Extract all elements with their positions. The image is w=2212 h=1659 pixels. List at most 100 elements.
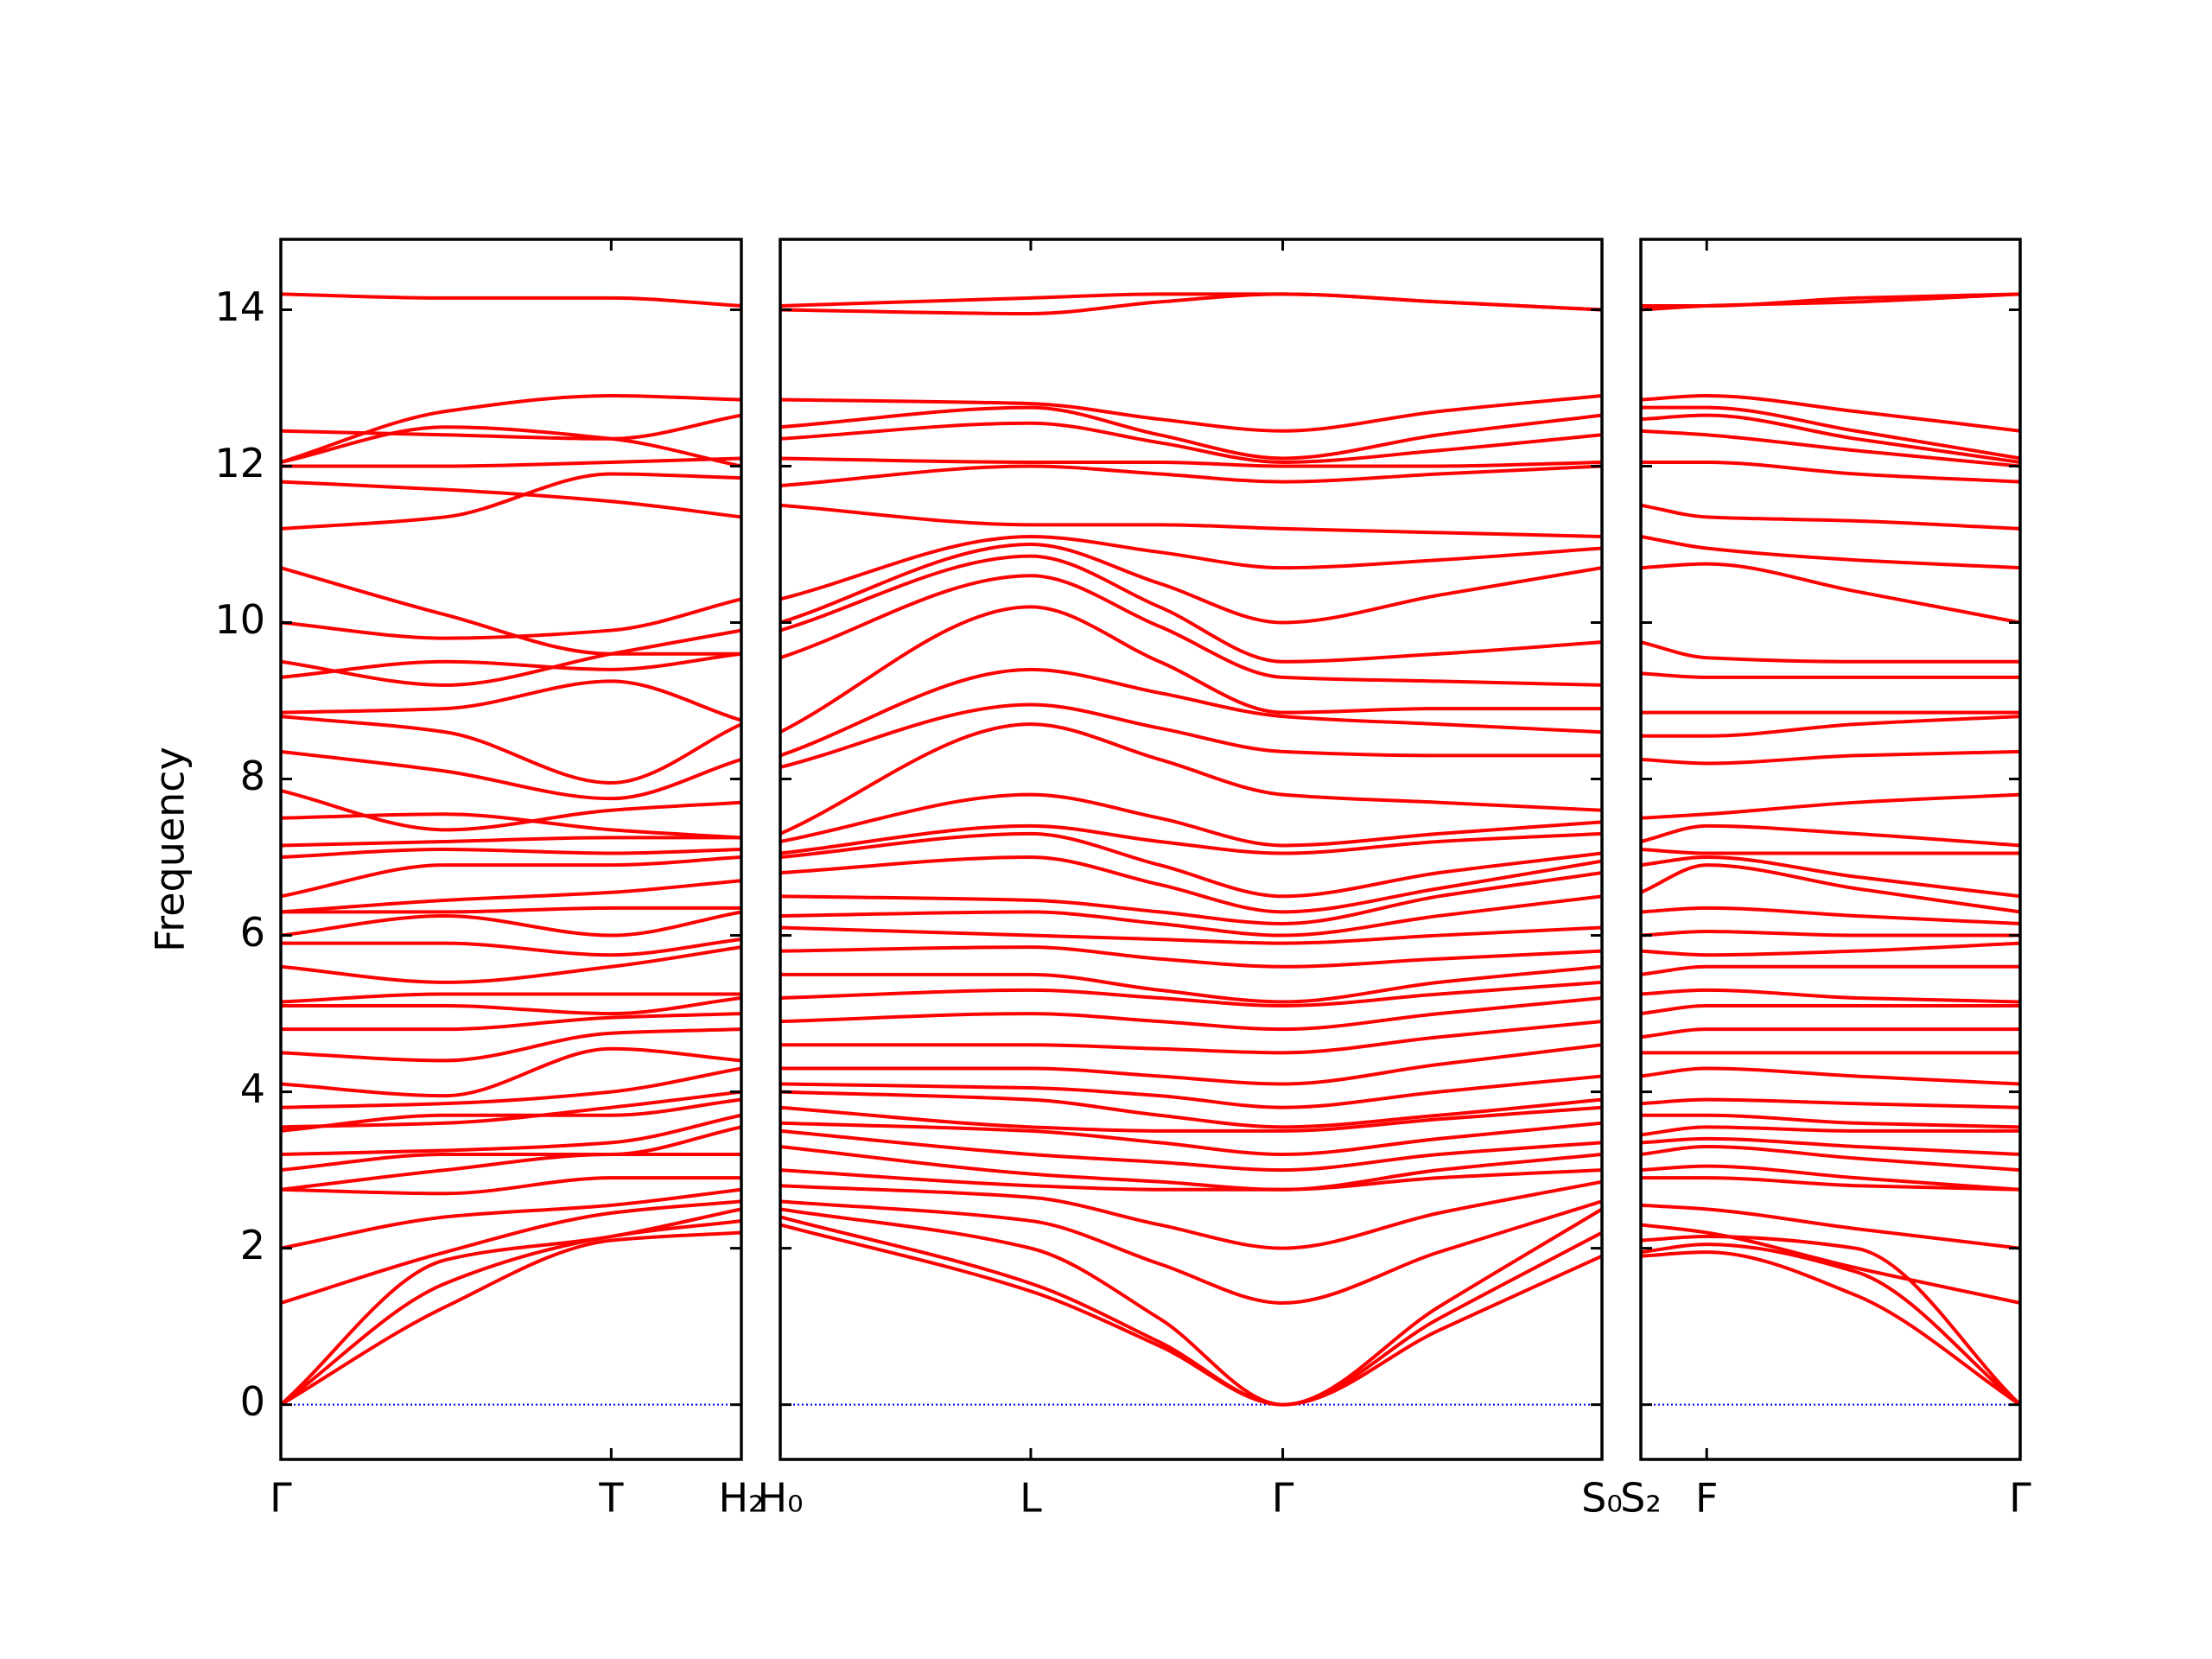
y-tick-label: 14 (214, 283, 265, 330)
x-tick-label: L (1020, 1475, 1042, 1522)
band-line (281, 715, 741, 785)
band-line (780, 1090, 1602, 1129)
band-line (780, 1128, 1602, 1173)
x-tick-label: Γ (2009, 1475, 2031, 1522)
band-line (1641, 792, 2020, 820)
band-line (281, 679, 741, 722)
band-line (1641, 1066, 2020, 1086)
band-line (1641, 848, 2020, 855)
band-line (281, 413, 741, 441)
band-line (780, 464, 1602, 488)
x-tick-label: H₀ (757, 1475, 803, 1522)
y-tick-label: 2 (240, 1222, 265, 1268)
band-line (1641, 413, 2020, 464)
band-line (780, 722, 1602, 836)
band-line (1641, 292, 2020, 308)
band-line (281, 879, 741, 914)
band-line (780, 1223, 1602, 1407)
x-tick-label: Γ (270, 1475, 292, 1522)
band-line (281, 1012, 741, 1032)
band-line (780, 1168, 1602, 1192)
band-line (780, 292, 1602, 312)
band-line (1641, 863, 2020, 914)
band-line (1641, 855, 2020, 899)
band-line (1641, 1113, 2020, 1129)
y-tick-label: 6 (240, 909, 265, 956)
band-line (780, 925, 1602, 945)
band-line (780, 980, 1602, 1008)
band-line (281, 456, 741, 468)
band-line (1641, 405, 2020, 461)
band-line (780, 574, 1602, 687)
band-line (281, 938, 741, 957)
band-line (780, 1043, 1602, 1086)
band-line (780, 1074, 1602, 1109)
band-line (780, 1105, 1602, 1133)
x-tick-label: Γ (1272, 1475, 1294, 1522)
band-line (281, 1176, 741, 1196)
band-line (281, 1152, 741, 1192)
band-line (1641, 941, 2020, 957)
band-line (780, 534, 1602, 601)
band-line (1641, 534, 2020, 570)
band-line (281, 1090, 741, 1129)
band-line (281, 906, 741, 914)
band-line (780, 702, 1602, 769)
band-line (780, 503, 1602, 538)
band-line (780, 543, 1602, 625)
band-line (281, 1125, 741, 1173)
band-line (780, 831, 1602, 899)
x-tick-label: T (598, 1475, 624, 1522)
band-line (281, 848, 741, 860)
band-line (1641, 749, 2020, 766)
band-line (281, 995, 741, 1016)
band-line (780, 605, 1602, 734)
x-tick-label: F (1695, 1475, 1718, 1522)
band-line (1641, 562, 2020, 625)
band-line (780, 964, 1602, 1004)
band-line (281, 992, 741, 1004)
band-line (281, 749, 741, 801)
band-line (281, 394, 741, 464)
band-line (1641, 1243, 2020, 1407)
band-line (281, 652, 741, 679)
x-tick-label: S₂ (1620, 1475, 1662, 1522)
band-line (780, 1179, 1602, 1250)
band-line (780, 1207, 1602, 1407)
band-line (281, 628, 741, 687)
band-line (1641, 640, 2020, 664)
band-line (281, 1027, 741, 1063)
band-line (780, 792, 1602, 848)
band-line (281, 1207, 741, 1407)
band-line (281, 1066, 741, 1109)
y-tick-label: 12 (214, 440, 265, 486)
axes-frame (279, 238, 743, 1461)
band-line (281, 292, 741, 308)
band-line (281, 425, 741, 468)
band-line (281, 1046, 741, 1098)
band-line (780, 1199, 1602, 1305)
band-line (1641, 1176, 2020, 1192)
band-line (780, 1020, 1602, 1055)
band-line (281, 945, 741, 984)
band-line (1641, 1144, 2020, 1173)
band-line (1641, 1203, 2020, 1250)
y-tick-label: 8 (240, 753, 265, 799)
band-line (1641, 671, 2020, 679)
band-line (1641, 460, 2020, 484)
band-line (780, 871, 1602, 925)
band-line (780, 1215, 1602, 1407)
band-line (281, 1113, 741, 1156)
band-line (1641, 1250, 2020, 1407)
band-line (780, 421, 1602, 464)
band-line (1641, 429, 2020, 468)
band-line (780, 995, 1602, 1032)
band-line (281, 1230, 741, 1407)
y-tick-label: 10 (214, 596, 265, 643)
y-tick-label: 0 (240, 1378, 265, 1425)
axes-frame (1639, 238, 2022, 1461)
band-line (1641, 503, 2020, 531)
band-line (1641, 1097, 2020, 1109)
band-line (780, 456, 1602, 468)
band-line (780, 1121, 1602, 1156)
